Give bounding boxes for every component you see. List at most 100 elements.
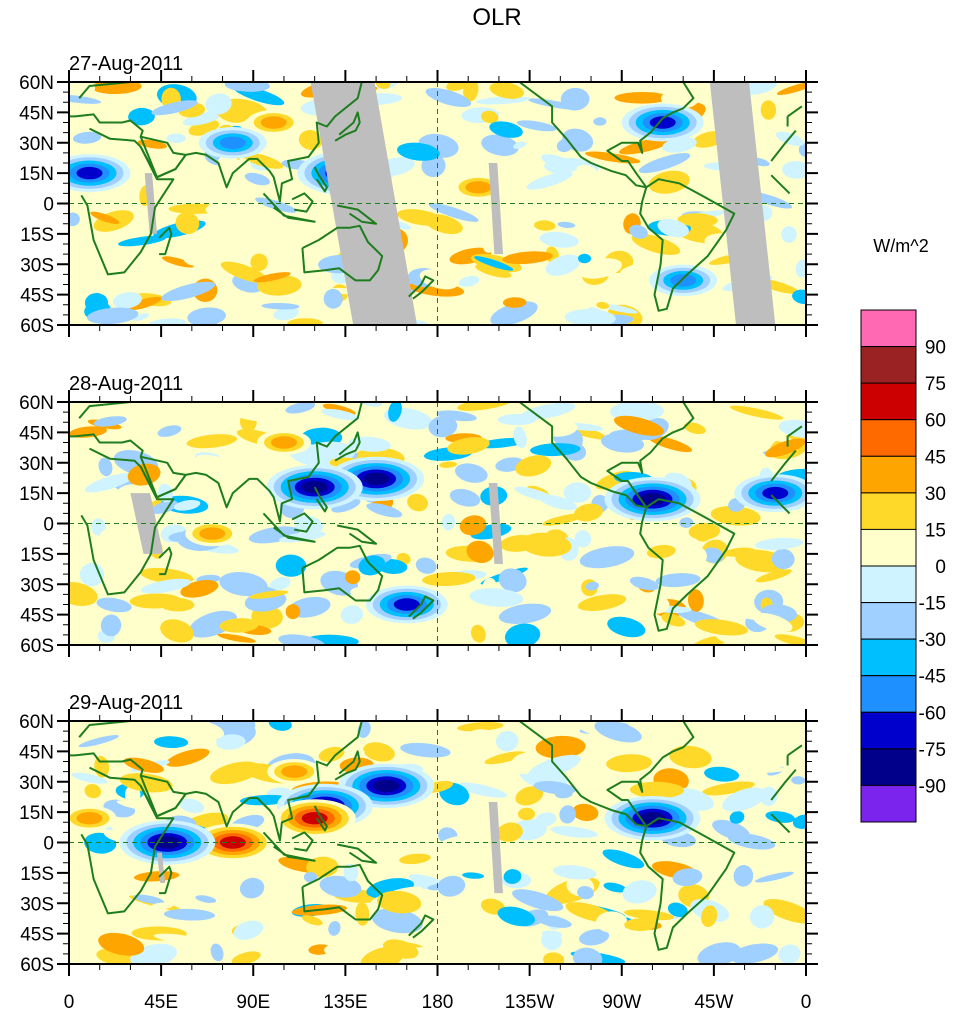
- olr-contour-region: [596, 911, 628, 933]
- colorbar-box: [860, 675, 917, 713]
- olr-contour-region: [677, 213, 718, 227]
- olr-contour-region: [631, 233, 681, 256]
- colorbar-box: [860, 309, 917, 348]
- olr-contour-region: [474, 256, 514, 271]
- figure-title: OLR: [472, 4, 521, 31]
- olr-contour-region: [513, 426, 527, 449]
- olr-contour-region: [285, 604, 301, 620]
- olr-contour-region: [542, 513, 584, 526]
- olr-contour-region: [178, 798, 205, 813]
- olr-contour-region: [366, 503, 403, 518]
- olr-contour-region: [439, 461, 457, 468]
- y-tick-label: 15S: [20, 545, 54, 566]
- olr-contour-region: [687, 589, 704, 612]
- olr-contour-region: [629, 224, 648, 239]
- olr-contour-region: [502, 251, 553, 265]
- olr-contour-region: [400, 742, 451, 758]
- olr-contour-region: [253, 272, 291, 283]
- olr-contour-region: [436, 613, 477, 633]
- olr-contour-region: [293, 515, 324, 535]
- olr-contour-region: [527, 98, 582, 110]
- olr-contour-region: [690, 635, 727, 645]
- olr-contour-region: [275, 554, 307, 577]
- colorbar-tick-label: 90: [925, 338, 946, 359]
- olr-contour-region: [538, 494, 578, 511]
- olr-contour-region: [781, 226, 797, 243]
- olr-contour-region: [285, 402, 316, 414]
- olr-anomaly-level: [271, 436, 297, 449]
- x-tick-label: 180: [422, 992, 454, 1013]
- olr-contour-region: [701, 905, 718, 928]
- olr-contour-region: [233, 410, 287, 423]
- olr-contour-region: [70, 502, 104, 514]
- olr-contour-region: [629, 781, 685, 799]
- olr-contour-region: [457, 722, 504, 732]
- olr-contour-region: [163, 908, 216, 921]
- olr-contour-region: [173, 499, 201, 511]
- coastline-madagascar: [158, 546, 173, 576]
- olr-contour-region: [550, 826, 598, 838]
- colorbar-box: [860, 455, 917, 494]
- olr-field: [69, 402, 806, 645]
- colorbar-tick-label: 60: [925, 411, 946, 432]
- olr-contour-region: [661, 851, 675, 863]
- olr-contour-region: [175, 212, 200, 235]
- y-tick-label: 30N: [19, 773, 54, 794]
- y-tick-label: 0: [43, 834, 54, 855]
- olr-contour-region: [553, 865, 597, 880]
- olr-contour-region: [730, 405, 784, 420]
- colorbar-box: [860, 711, 917, 750]
- olr-contour-region: [672, 868, 703, 887]
- olr-contour-region: [84, 292, 109, 313]
- olr-contour-region: [279, 531, 326, 543]
- olr-contour-region: [497, 413, 537, 426]
- colorbar-tick-label: -90: [919, 776, 946, 797]
- olr-contour-region: [515, 455, 552, 477]
- olr-contour-region: [792, 289, 806, 305]
- olr-contour-region: [140, 578, 192, 594]
- olr-contour-region: [205, 93, 232, 115]
- colorbar-tick-label: -60: [919, 703, 946, 724]
- olr-contour-region: [462, 872, 485, 879]
- coastline-newguinea: [337, 524, 378, 545]
- olr-contour-region: [527, 287, 540, 300]
- olr-contour-region: [495, 730, 519, 752]
- olr-contour-region: [182, 111, 221, 126]
- olr-contour-region: [91, 278, 126, 292]
- olr-contour-region: [695, 619, 748, 636]
- x-tick-label: 135W: [505, 992, 555, 1013]
- olr-contour-region: [118, 235, 167, 247]
- olr-contour-region: [498, 603, 552, 625]
- colorbar-tick-label: -30: [919, 630, 946, 651]
- olr-contour-region: [755, 569, 792, 583]
- y-tick-label: 30N: [19, 454, 54, 475]
- colorbar-box: [860, 346, 917, 384]
- olr-contour-region: [679, 517, 694, 528]
- olr-contour-region: [749, 905, 775, 929]
- olr-contour-region: [760, 431, 796, 444]
- olr-contour-region: [371, 908, 423, 934]
- olr-contour-region: [367, 524, 420, 547]
- olr-contour-region: [518, 807, 535, 821]
- olr-contour-region: [375, 82, 391, 89]
- olr-contour-region: [182, 241, 214, 266]
- coastline-australia: [301, 863, 384, 921]
- coastline-eurasia: [69, 402, 803, 523]
- olr-contour-region: [195, 895, 217, 903]
- olr-contour-region: [513, 141, 527, 149]
- y-tick-label: 30N: [19, 134, 54, 155]
- olr-contour-region: [96, 597, 132, 613]
- olr-contour-region: [84, 472, 135, 493]
- olr-contour-region: [100, 614, 122, 637]
- olr-contour-region: [694, 547, 707, 564]
- olr-contour-region: [613, 415, 665, 436]
- olr-contour-region: [603, 882, 627, 893]
- olr-contour-region: [620, 262, 646, 274]
- olr-contour-region: [459, 515, 487, 536]
- olr-contour-region: [782, 160, 806, 179]
- olr-contour-region: [765, 438, 806, 458]
- olr-contour-region: [399, 853, 431, 865]
- olr-contour-region: [69, 582, 98, 606]
- olr-contour-region: [210, 761, 261, 785]
- olr-contour-region: [710, 505, 761, 526]
